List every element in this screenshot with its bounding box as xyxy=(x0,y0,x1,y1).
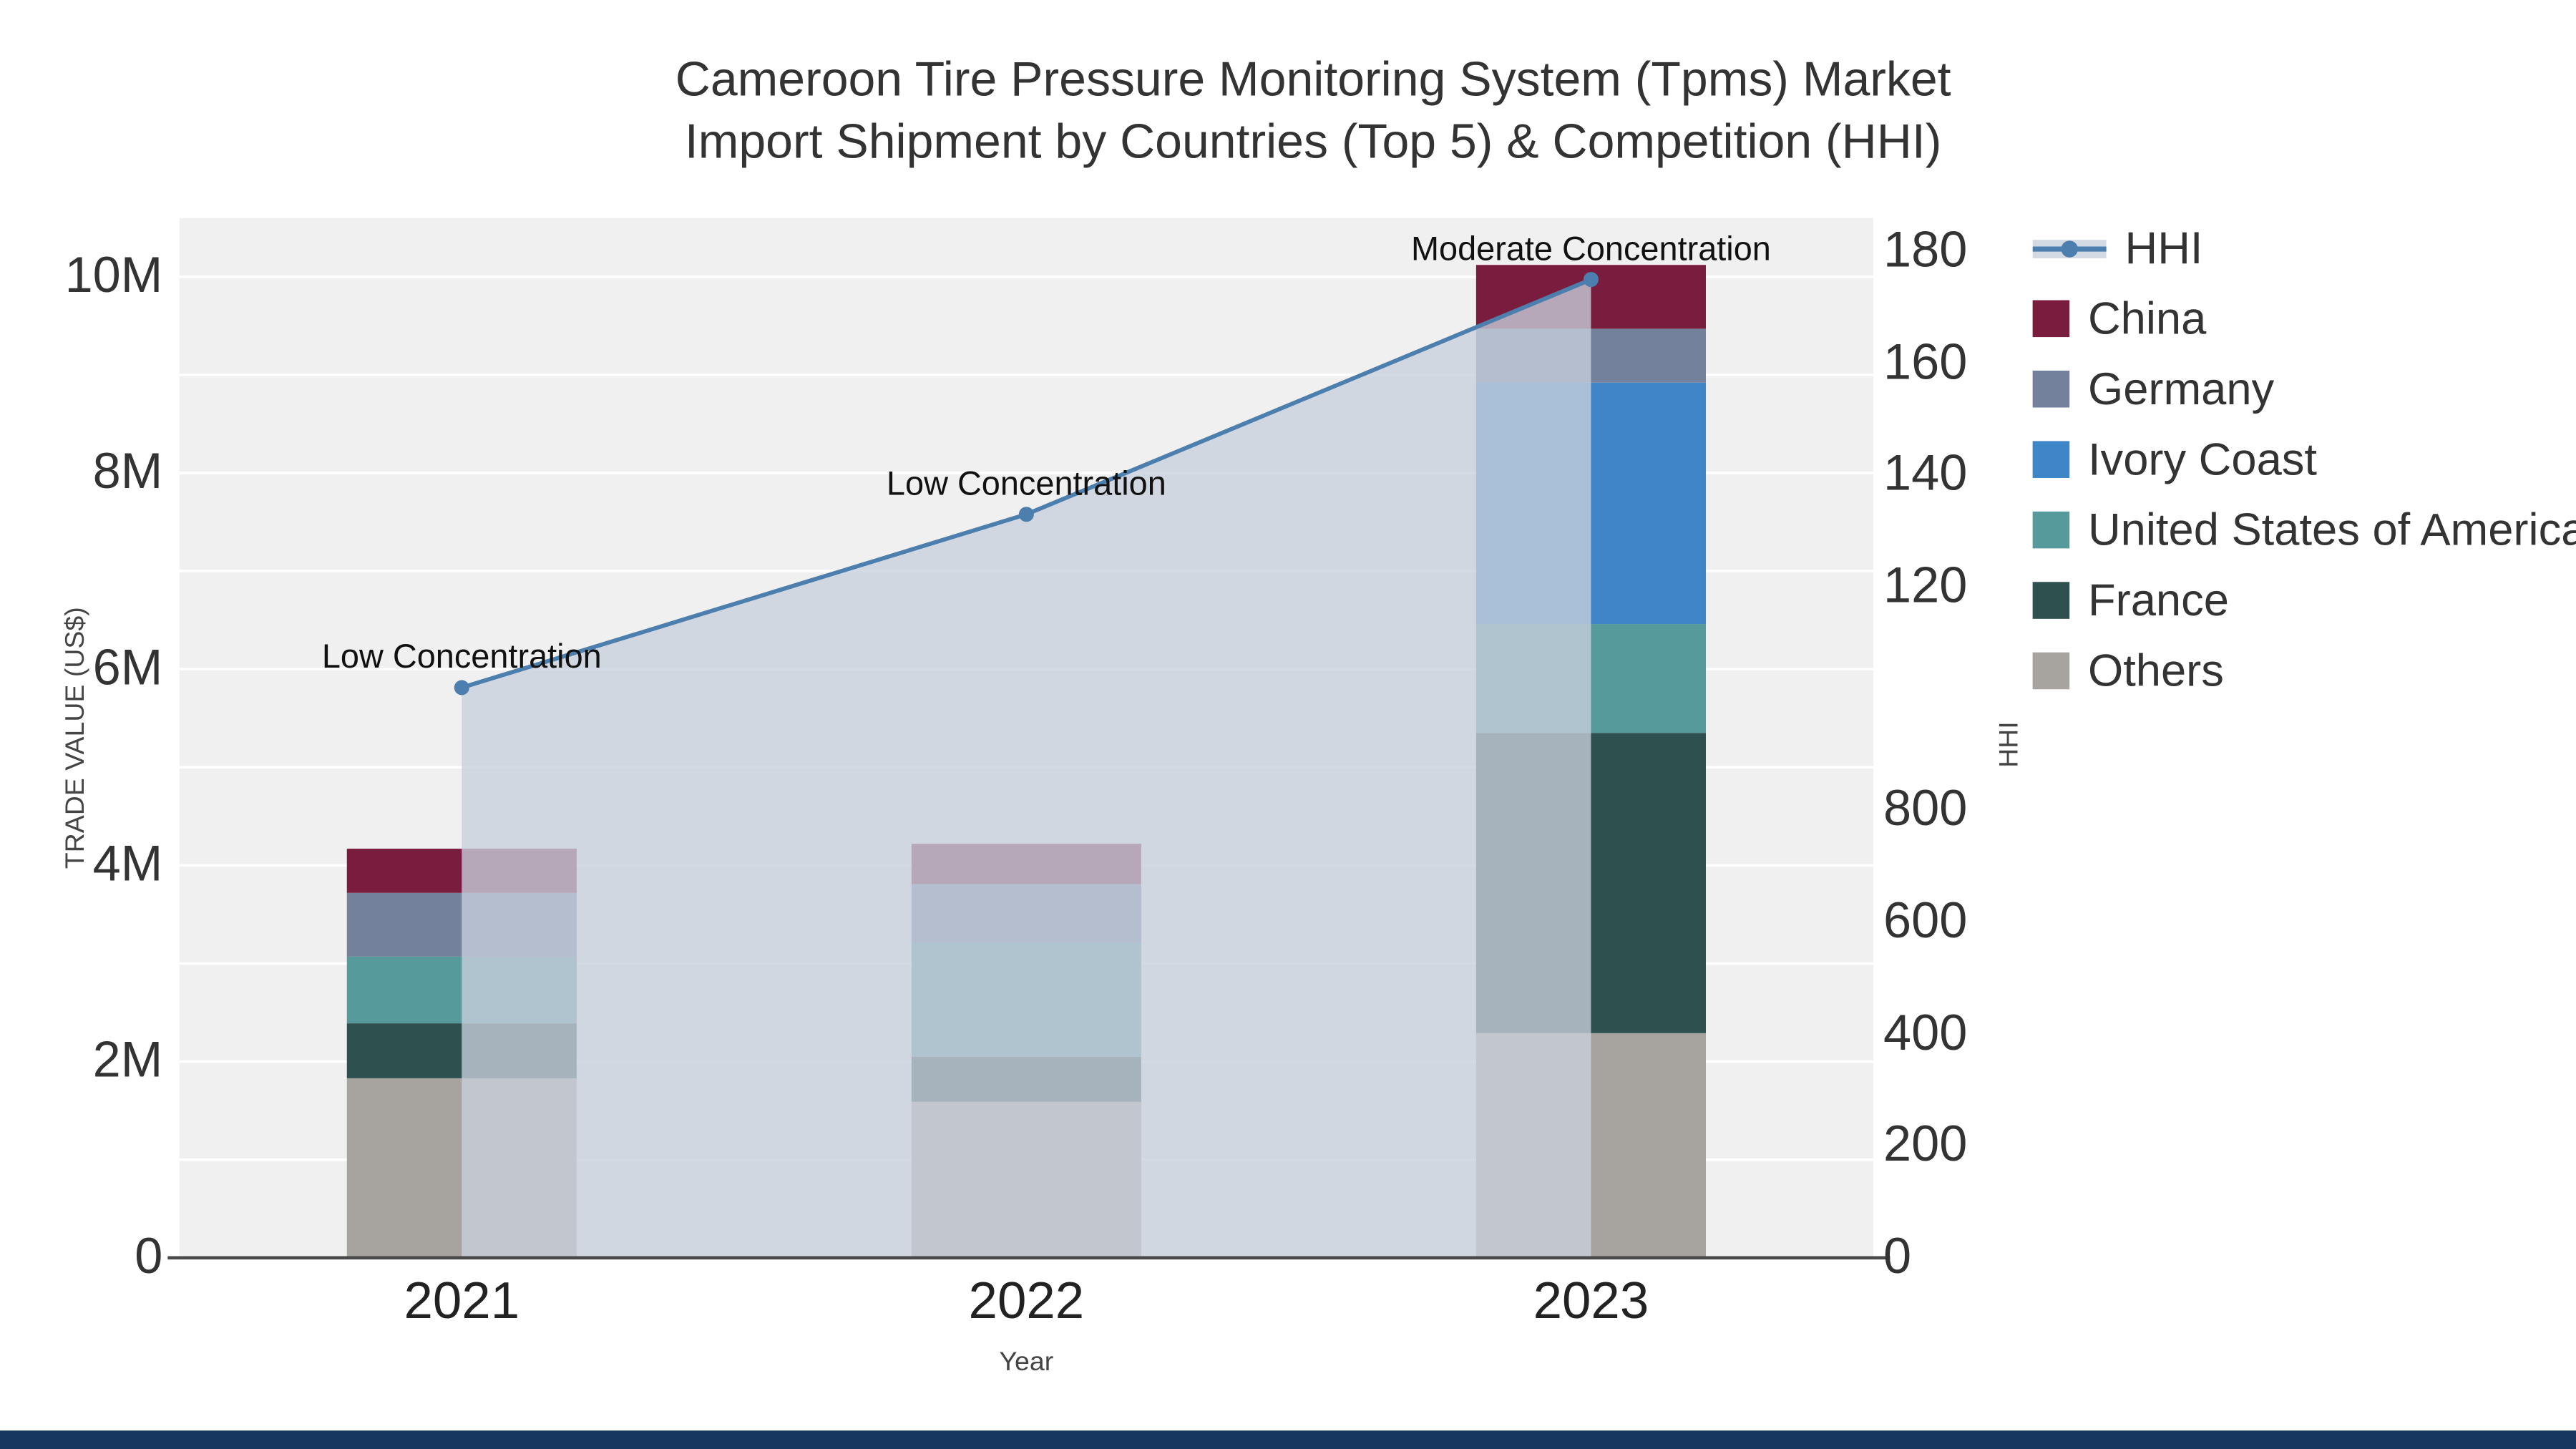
legend-item-hhi[interactable]: HHI xyxy=(2032,220,2576,277)
legend-item-others[interactable]: Others xyxy=(2032,643,2576,700)
legend-item-germany[interactable]: Germany xyxy=(2032,361,2576,418)
legend-label-ivory-coast: Ivory Coast xyxy=(2087,433,2318,484)
x-tick: 2022 xyxy=(968,1271,1085,1330)
y-right-tick: 120 xyxy=(1883,558,1968,614)
chart-title-line1: Cameroon Tire Pressure Monitoring System… xyxy=(675,54,1951,107)
y-left-tick: 6M xyxy=(92,640,163,696)
y-left-axis-title: TRADE VALUE (US$) xyxy=(62,607,91,869)
legend-label-germany: Germany xyxy=(2087,363,2275,414)
x-axis-title: Year xyxy=(999,1348,1054,1377)
hhi-marker[interactable] xyxy=(1583,272,1599,288)
legend-label-china: China xyxy=(2087,292,2207,343)
hhi-marker[interactable] xyxy=(1018,507,1034,522)
y-right-tick: 600 xyxy=(1883,894,1968,950)
chart-title-line2: Import Shipment by Countries (Top 5) & C… xyxy=(684,115,1942,170)
y-left-tick: 4M xyxy=(92,836,163,892)
legend-swatch-germany xyxy=(2032,370,2070,408)
y-right-axis-title: HHI xyxy=(1996,721,2024,768)
y-right-tick: 180 xyxy=(1883,223,1968,279)
y-right-tick: 800 xyxy=(1883,781,1968,838)
legend-swatch-china xyxy=(2032,300,2070,338)
legend-item-china[interactable]: China xyxy=(2032,290,2576,347)
y-right-tick: 0 xyxy=(1883,1229,1912,1285)
y-left-tick: 8M xyxy=(92,444,163,500)
chart-title: Cameroon Tire Pressure Monitoring System… xyxy=(675,50,1951,174)
y-right-tick: 140 xyxy=(1883,447,1968,502)
y-right-tick: 200 xyxy=(1883,1117,1968,1174)
hhi-area-fill xyxy=(462,279,1591,1258)
legend-item-ivory-coast[interactable]: Ivory Coast xyxy=(2032,431,2576,488)
annotation-2023: Moderate Concentration xyxy=(1410,230,1771,268)
annotation-2021: Low Concentration xyxy=(321,638,602,676)
legend-label-united-states-of-america: United States of America xyxy=(2087,504,2576,555)
annotation-2022: Low Concentration xyxy=(886,465,1166,503)
x-tick: 2021 xyxy=(404,1271,520,1330)
y-left-tick: 0 xyxy=(135,1229,163,1285)
legend-item-france[interactable]: France xyxy=(2032,572,2576,629)
legend-item-united-states-of-america[interactable]: United States of America xyxy=(2032,502,2576,559)
y-right-tick: 400 xyxy=(1883,1005,1968,1061)
legend-swatch-united-states-of-america xyxy=(2032,511,2070,549)
legend-swatch-ivory-coast xyxy=(2032,441,2070,478)
legend-swatch-others xyxy=(2032,652,2070,690)
legend-swatch-france xyxy=(2032,582,2070,619)
footer-bar xyxy=(0,1430,2576,1449)
legend-label-france: France xyxy=(2087,574,2229,625)
hhi-line-legend-glyph xyxy=(2032,228,2107,268)
legend-label-others: Others xyxy=(2087,645,2224,696)
hhi-marker[interactable] xyxy=(454,680,469,696)
legend: HHI China Germany Ivory Coast United States … xyxy=(2032,220,2576,700)
y-left-tick: 10M xyxy=(64,248,163,304)
legend-label-hhi: HHI xyxy=(2124,222,2203,273)
y-left-tick: 2M xyxy=(92,1033,163,1089)
y-right-tick: 160 xyxy=(1883,334,1968,391)
x-tick: 2023 xyxy=(1533,1271,1649,1330)
